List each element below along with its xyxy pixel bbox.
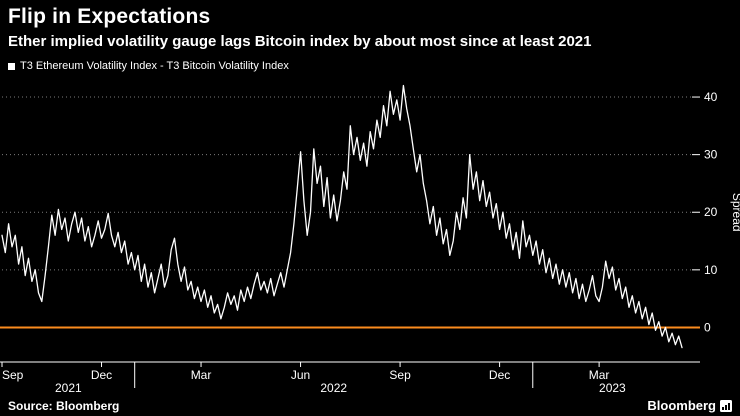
y-axis-title: Spread — [730, 193, 740, 232]
bloomberg-brand: Bloomberg — [647, 398, 732, 413]
chart-header: Flip in Expectations Ether implied volat… — [8, 4, 732, 52]
legend: T3 Ethereum Volatility Index - T3 Bitcoi… — [8, 60, 289, 72]
legend-swatch-icon — [8, 62, 15, 70]
x-tick-label: Dec — [91, 368, 112, 382]
x-tick-label: Sep — [2, 368, 24, 382]
x-tick-label: Mar — [589, 368, 610, 382]
y-tick-label: 0 — [704, 320, 711, 334]
chart-footer: Source: Bloomberg Bloomberg — [8, 398, 732, 413]
y-tick-label: 20 — [704, 205, 718, 219]
chart-title: Flip in Expectations — [8, 5, 211, 28]
year-label: 2023 — [599, 381, 626, 395]
chart-subtitle: Ether implied volatility gauge lags Bitc… — [8, 33, 592, 50]
year-label: 2021 — [55, 381, 82, 395]
y-tick-label: 10 — [704, 263, 718, 277]
spread-line-chart: 0 10 20 30 40 Sep Dec Mar Jun Sep Dec Mar 2021 2022 20… — [0, 84, 740, 395]
bloomberg-logo-icon — [720, 399, 732, 412]
legend-label: T3 Ethereum Volatility Index - T3 Bitcoi… — [20, 60, 289, 72]
y-tick-label: 40 — [704, 90, 718, 104]
year-label: 2022 — [320, 381, 347, 395]
x-tick-label: Sep — [389, 368, 411, 382]
series-line — [1, 84, 683, 349]
bloomberg-wordmark: Bloomberg — [647, 398, 716, 413]
x-tick-label: Jun — [291, 368, 310, 382]
y-tick-label: 30 — [704, 148, 718, 162]
x-tick-label: Mar — [191, 368, 212, 382]
source-label: Source: Bloomberg — [8, 398, 120, 413]
x-tick-label: Dec — [489, 368, 510, 382]
